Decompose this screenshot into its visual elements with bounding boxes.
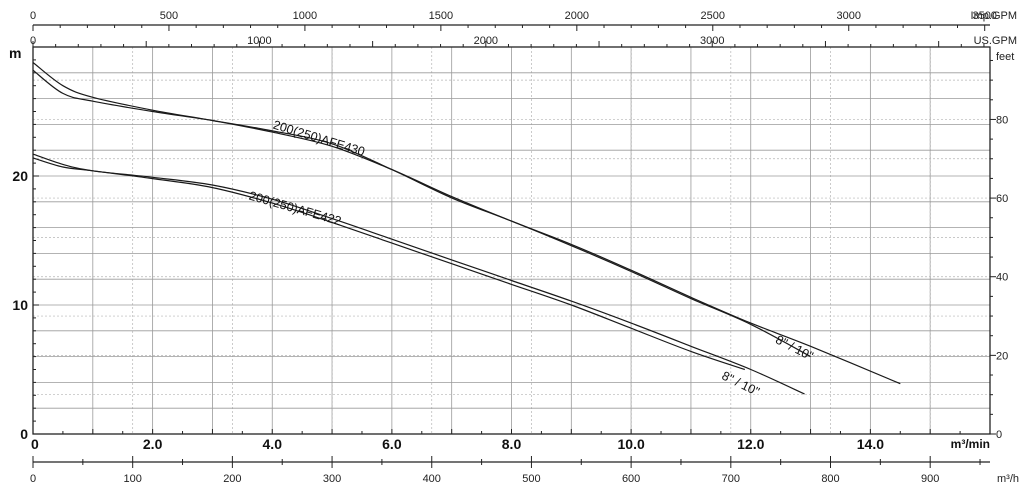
curve-annotation-label: 200(250)AFE430: [271, 118, 366, 159]
m3min-tick-label: 2.0: [143, 436, 163, 452]
curve-200-250-afe430-10in: [32, 62, 901, 385]
m3h-tick-label: 600: [622, 473, 640, 485]
curve-200-250-afe430-8in: [32, 69, 811, 358]
imp-gpm-tick-label: 2000: [565, 10, 589, 22]
m3min-unit-label: m³/min: [951, 437, 990, 451]
m3min-tick-label: 0: [31, 436, 39, 452]
grid: [33, 47, 990, 434]
m3h-tick-label: 700: [722, 473, 740, 485]
feet-tick-label: 40: [996, 272, 1008, 284]
curve-annotation-label: 8" / 10": [773, 333, 815, 364]
m3h-tick-label: 200: [223, 473, 241, 485]
m3h-tick-label: 400: [423, 473, 441, 485]
feet-unit-label: feet: [996, 51, 1014, 63]
imp-gpm-tick-label: 2500: [701, 10, 725, 22]
m-tick-label: 20: [12, 168, 28, 184]
performance-curves: [32, 62, 901, 395]
imp-gpm-tick-label: 1500: [429, 10, 453, 22]
m-tick-label: 0: [20, 426, 28, 442]
feet-tick-label: 0: [996, 429, 1002, 441]
m3min-tick-label: 14.0: [857, 436, 884, 452]
m3min-tick-label: 8.0: [502, 436, 522, 452]
m3h-tick-label: 800: [821, 473, 839, 485]
curve-200-250-afe422-10in: [32, 153, 805, 395]
imp-gpm-tick-label: 3500: [972, 10, 996, 22]
us-gpm-tick-label: 1000: [247, 35, 271, 47]
imp-gpm-tick-label: 1000: [293, 10, 317, 22]
us-gpm-tick-label: 0: [30, 35, 36, 47]
m3h-tick-label: 0: [30, 473, 36, 485]
us-gpm-tick-label: 3000: [700, 35, 724, 47]
imp-gpm-tick-label: 500: [160, 10, 178, 22]
m3h-tick-label: 500: [522, 473, 540, 485]
us-gpm-unit-label: US.GPM: [974, 35, 1017, 47]
m3min-tick-label: 4.0: [263, 436, 283, 452]
m3min-tick-label: 10.0: [618, 436, 645, 452]
m3h-unit-label: m³/h: [997, 473, 1019, 485]
curve-annotation-label: 200(250)AFE422: [247, 189, 342, 229]
m3min-tick-label: 6.0: [382, 436, 402, 452]
m3min-tick-label: 12.0: [737, 436, 764, 452]
curve-200-250-afe422-8in: [32, 157, 745, 371]
curve-annotation-label: 8" / 10": [720, 369, 762, 399]
imp-gpm-tick-label: 0: [30, 10, 36, 22]
m-tick-label: 10: [12, 297, 28, 313]
feet-tick-label: 20: [996, 350, 1008, 362]
us-gpm-tick-label: 2000: [474, 35, 498, 47]
m3h-tick-label: 900: [921, 473, 939, 485]
m-unit-label: m: [9, 45, 21, 61]
feet-tick-label: 60: [996, 193, 1008, 205]
m3h-tick-label: 100: [124, 473, 142, 485]
feet-tick-label: 80: [996, 114, 1008, 126]
imp-gpm-tick-label: 3000: [836, 10, 860, 22]
m3h-tick-label: 300: [323, 473, 341, 485]
imp-gpm-unit-label: Imp.GPM: [971, 10, 1017, 22]
